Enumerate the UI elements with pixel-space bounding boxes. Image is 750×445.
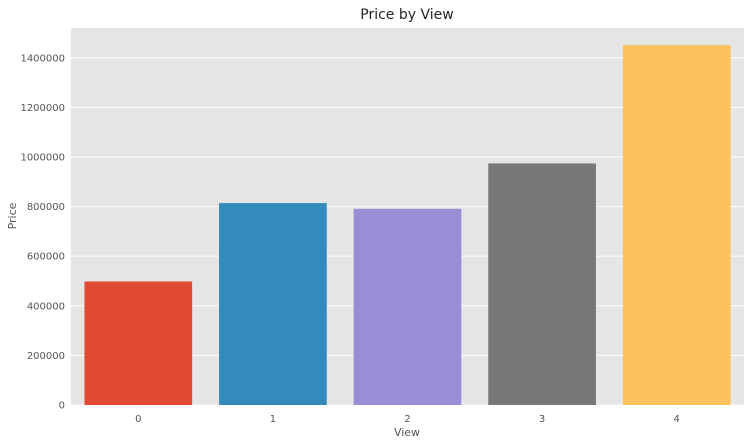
x-axis-label: View xyxy=(394,426,420,439)
y-tick-label: 600000 xyxy=(27,252,65,263)
y-tick-label: 400000 xyxy=(27,301,65,312)
y-tick-label: 1000000 xyxy=(20,152,65,163)
y-tick-label: 0 xyxy=(59,401,65,412)
y-tick-label: 200000 xyxy=(27,351,65,362)
x-tick-labels: 0 1 2 3 4 xyxy=(135,414,680,425)
bar-view-0 xyxy=(84,281,192,405)
y-axis-label: Price xyxy=(6,202,19,229)
y-tick-labels: 0 200000 400000 600000 800000 1000000 1200000 1… xyxy=(20,53,65,411)
x-tick-label: 0 xyxy=(135,414,141,425)
x-tick-label: 1 xyxy=(270,414,276,425)
y-tick-label: 1400000 xyxy=(20,53,65,64)
bar-view-3 xyxy=(488,163,596,405)
x-tick-label: 3 xyxy=(539,414,545,425)
x-tick-label: 2 xyxy=(404,414,410,425)
bar-view-1 xyxy=(219,203,327,405)
bar-view-2 xyxy=(354,209,462,405)
bar-view-4 xyxy=(623,45,731,405)
y-tick-label: 800000 xyxy=(27,202,65,213)
chart-title: Price by View xyxy=(360,7,453,23)
x-tick-label: 4 xyxy=(674,414,680,425)
y-tick-label: 1200000 xyxy=(20,103,65,114)
